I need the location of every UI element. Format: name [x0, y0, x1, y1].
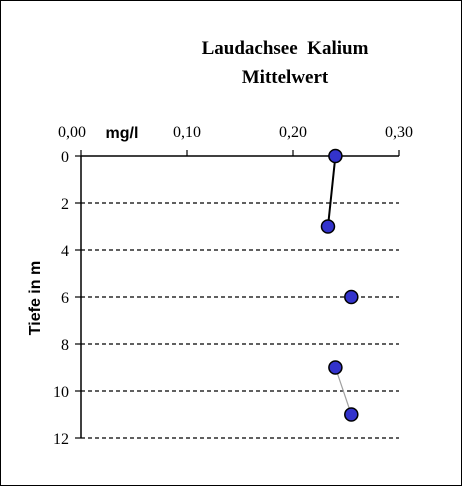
x-tick-label: 0,30	[385, 124, 413, 141]
data-point	[320, 219, 336, 234]
series-lines	[326, 155, 352, 415]
y-tick-label: 8	[61, 337, 69, 354]
y-tick-label: 10	[53, 384, 69, 401]
x-axis-label: mg/l	[106, 125, 139, 142]
chart-subtitle: Mittelwert	[242, 67, 329, 88]
y-tick-labels: 0 2 4 6 8 10 12	[53, 149, 69, 448]
y-tick-label: 6	[61, 290, 69, 307]
chart-title: Laudachsee Kalium	[202, 38, 369, 59]
data-point	[328, 360, 343, 375]
data-point	[328, 148, 343, 164]
data-point	[344, 407, 359, 422]
x-tick-label: 0,20	[279, 124, 307, 141]
y-tick-label: 2	[61, 196, 69, 213]
series-line	[334, 367, 352, 415]
axes	[75, 150, 400, 439]
y-tick-label: 4	[61, 243, 69, 260]
y-tick-label: 0	[61, 149, 69, 166]
data-point	[344, 289, 359, 305]
y-tick-label: 12	[53, 431, 69, 448]
data-points	[320, 148, 359, 422]
series-line	[326, 155, 337, 227]
x-tick-labels: 0,00 0,10 0,20 0,30	[58, 124, 413, 141]
x-tick-label: 0,00	[58, 124, 86, 141]
x-tick-label: 0,10	[173, 124, 201, 141]
y-axis-label: Tiefe in m	[27, 261, 44, 335]
grid-lines	[81, 202, 399, 439]
